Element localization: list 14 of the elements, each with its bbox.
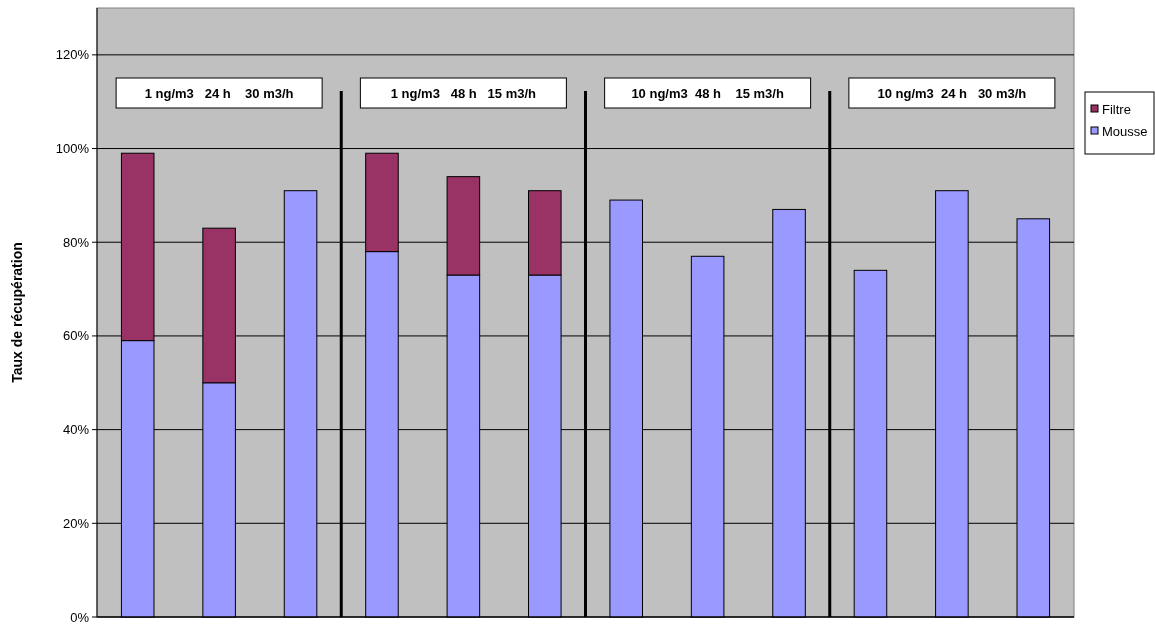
- y-tick-label: 120%: [55, 47, 90, 63]
- y-axis-title: Taux de récupération: [9, 242, 25, 383]
- y-tick-label: 60%: [62, 328, 90, 344]
- y-tick-label: 100%: [55, 141, 90, 157]
- annotation: 10 ng/m3 24 h 30 m3/h: [877, 86, 1027, 101]
- y-tick-label: 20%: [62, 515, 90, 531]
- annotation: 1 ng/m3 24 h 30 m3/h: [144, 86, 294, 101]
- annotation: 10 ng/m3 48 h 15 m3/h: [631, 86, 784, 101]
- y-tick-label: 80%: [62, 234, 90, 250]
- annotation: 1 ng/m3 48 h 15 m3/h: [390, 86, 537, 101]
- y-tick-label: 40%: [62, 422, 90, 438]
- legend-label: Mousse: [1102, 123, 1148, 139]
- y-tick-label: 0%: [70, 609, 90, 625]
- legend-label: Filtre: [1102, 101, 1131, 117]
